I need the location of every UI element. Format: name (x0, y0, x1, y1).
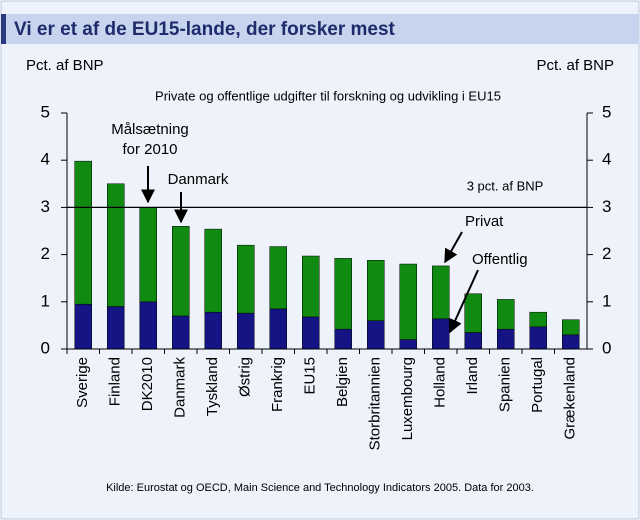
x-tick-label: EU15 (302, 357, 319, 395)
bar-segment (269, 308, 287, 350)
y2-tick-label: 1 (602, 291, 611, 310)
x-tick-label: Finland (107, 357, 124, 406)
bar-segment (367, 320, 385, 350)
bar-segment (562, 319, 580, 336)
y-label: Pct. af BNP (26, 57, 104, 74)
subtitle: Private og offentlige udgifter til forsk… (155, 88, 501, 103)
bar-segment (302, 255, 320, 318)
y-tick-label: 4 (41, 150, 50, 169)
bar-segment (204, 228, 222, 313)
x-tick-label: Irland (464, 357, 481, 395)
y2-tick-label: 2 (602, 244, 611, 263)
bar-segment (562, 334, 580, 350)
bar-segment (172, 315, 190, 350)
bar-segment (464, 332, 482, 350)
bar-segment (74, 303, 92, 350)
x-tick-label: Spanien (497, 357, 514, 412)
x-tick-label: Frankrig (269, 357, 286, 412)
y-tick-label: 5 (41, 102, 50, 121)
bar-segment (399, 263, 417, 340)
x-tick-label: Luxembourg (399, 357, 416, 440)
x-tick-label: Danmark (172, 357, 189, 418)
bar-segment (74, 160, 92, 305)
bar-segment (237, 244, 255, 314)
bar-segment (529, 326, 547, 350)
bar-segment (172, 226, 190, 317)
bar-segment (107, 183, 125, 307)
x-tick-label: DK2010 (139, 357, 156, 411)
bar-segment (497, 299, 515, 330)
annotation: Målsætning (111, 121, 189, 138)
legend-label: Offentlig (472, 251, 528, 268)
bar-segment (529, 311, 547, 328)
chart-title: Vi er et af de EU15-lande, der forsker m… (14, 19, 396, 40)
bar-segment (399, 339, 417, 350)
y-tick-label: 1 (41, 291, 50, 310)
bar-segment (367, 260, 385, 321)
x-tick-label: Portugal (529, 357, 546, 413)
bar-segment (302, 316, 320, 350)
title-accent (1, 14, 6, 44)
y2-tick-label: 5 (602, 102, 611, 121)
legend-label: Privat (465, 213, 504, 230)
bar-segment (237, 312, 255, 350)
x-tick-label: Storbritannien (367, 357, 384, 450)
bar-segment (139, 207, 157, 303)
y2-tick-label: 4 (602, 150, 611, 169)
x-tick-label: Sverige (74, 357, 91, 408)
bar-segment (497, 328, 515, 350)
bar-segment (269, 246, 287, 310)
bar-segment (432, 265, 450, 320)
x-tick-label: Tyskland (204, 357, 221, 416)
annotation: for 2010 (122, 141, 177, 158)
bar-segment (464, 293, 482, 333)
bar-segment (107, 306, 125, 350)
bar-segment (204, 311, 222, 350)
source: Kilde: Eurostat og OECD, Main Science an… (106, 482, 534, 494)
bar-segment (334, 328, 352, 350)
y-tick-label: 2 (41, 244, 50, 263)
bar-segment (334, 258, 352, 330)
y2-tick-label: 0 (602, 338, 611, 357)
bar-segment (139, 301, 157, 350)
x-tick-label: Grækenland (562, 357, 579, 440)
arrow (448, 269, 479, 334)
annotation: Danmark (168, 171, 229, 188)
y-tick-label: 3 (41, 197, 50, 216)
x-tick-label: Belgien (334, 357, 351, 407)
reference-label: 3 pct. af BNP (467, 178, 544, 193)
title-bar (1, 14, 639, 44)
y2-label: Pct. af BNP (536, 57, 614, 74)
x-tick-label: Holland (432, 357, 449, 408)
y2-tick-label: 3 (602, 197, 611, 216)
x-tick-label: Østrig (237, 357, 254, 397)
arrow (444, 231, 463, 264)
bar-segment (432, 318, 450, 350)
y-tick-label: 0 (41, 338, 50, 357)
